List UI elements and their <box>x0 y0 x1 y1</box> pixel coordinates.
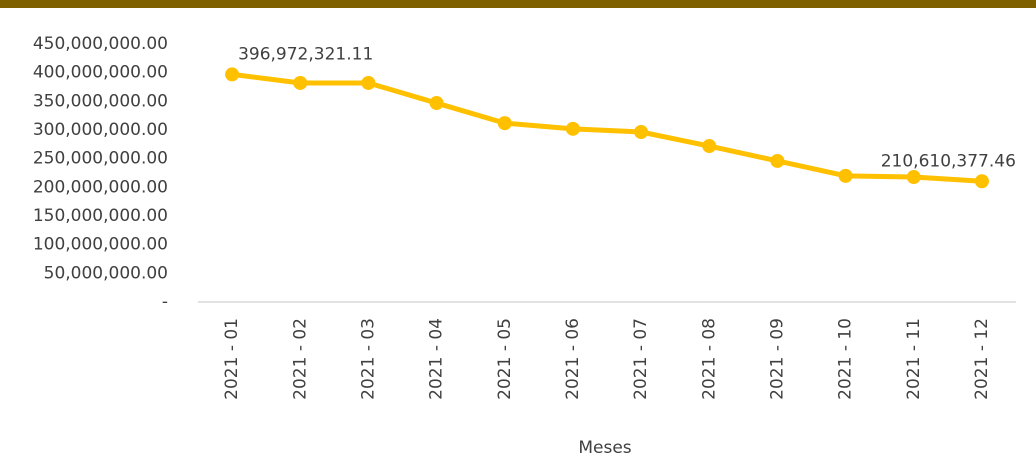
point <box>634 125 649 140</box>
y-tick-label: 100,000,000.00 <box>33 235 168 255</box>
y-tick-label: 350,000,000.00 <box>33 91 168 111</box>
x-tick-label: 2021 - 05 <box>495 318 515 400</box>
y-tick-label: 450,000,000.00 <box>33 34 168 54</box>
x-tick-label: 2021 - 04 <box>427 318 447 400</box>
point <box>770 153 785 168</box>
point <box>361 75 376 90</box>
x-tick-label: 2021 - 03 <box>358 318 378 400</box>
y-tick-label: 300,000,000.00 <box>33 120 168 140</box>
x-tick-label: 2021 - 07 <box>631 318 651 400</box>
top-bar <box>0 0 1036 8</box>
x-axis-title: Meses <box>578 438 631 458</box>
x-tick-label: 2021 - 11 <box>904 318 924 400</box>
x-tick-label: 2021 - 12 <box>972 318 992 400</box>
line <box>231 71 983 184</box>
x-tick-label: 2021 - 10 <box>836 318 856 400</box>
data-label: 210,610,377.46 <box>881 151 1016 171</box>
x-tick-label: 2021 - 02 <box>290 318 310 400</box>
data-label: 396,972,321.11 <box>238 44 373 64</box>
x-tick-label: 2021 - 08 <box>699 318 719 400</box>
y-tick-label: 400,000,000.00 <box>33 63 168 83</box>
point <box>429 96 444 111</box>
point <box>497 116 512 131</box>
x-tick-label: 2021 - 01 <box>222 318 242 400</box>
y-tick-label: - <box>162 292 168 312</box>
y-tick-label: 150,000,000.00 <box>33 206 168 226</box>
y-tick-label: 200,000,000.00 <box>33 177 168 197</box>
x-tick-label: 2021 - 06 <box>563 318 583 400</box>
point <box>293 75 308 90</box>
point <box>225 67 240 82</box>
y-tick-label: 250,000,000.00 <box>33 149 168 169</box>
point <box>906 170 921 185</box>
point <box>974 174 989 189</box>
point <box>565 121 580 136</box>
point <box>702 139 717 154</box>
y-tick-label: 50,000,000.00 <box>44 263 168 283</box>
point <box>838 168 853 183</box>
x-tick-label: 2021 - 09 <box>767 318 787 400</box>
